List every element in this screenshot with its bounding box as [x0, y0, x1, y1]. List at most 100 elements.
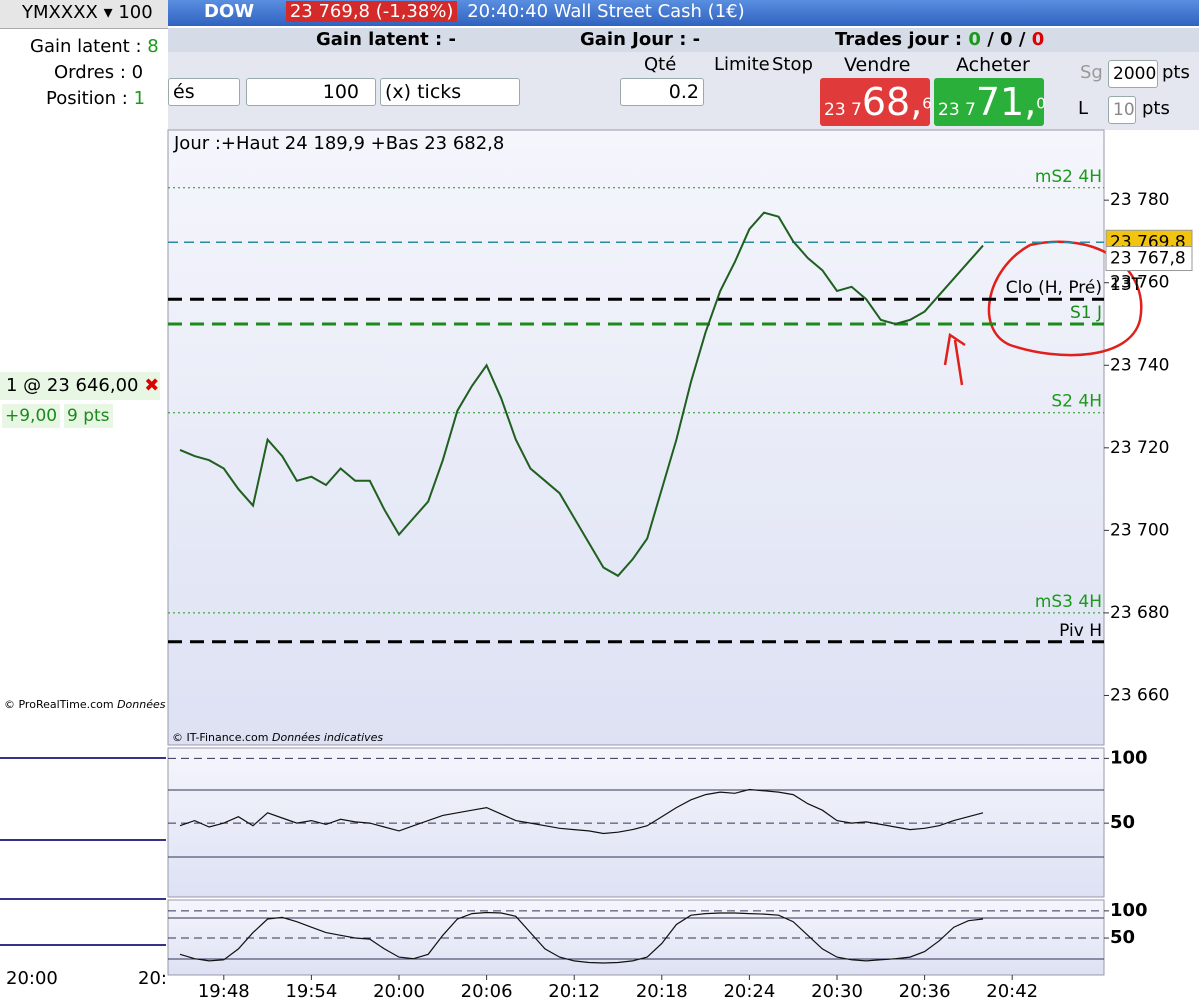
series-line — [179, 788, 984, 835]
sell-big: 68, — [861, 80, 923, 124]
left-top: YMXXXX ▾ 100 — [0, 0, 168, 29]
time2: 20: — [138, 968, 167, 989]
rsi-panel — [167, 747, 1105, 898]
price-tag-label: 23 769,8 — [1110, 232, 1186, 252]
level-label: S2 4H — [1051, 392, 1102, 412]
price-tag-label: 23 767,8 — [1110, 249, 1186, 269]
x-tick-label: 20:18 — [636, 981, 688, 1002]
qty-field[interactable]: 100 — [246, 78, 376, 106]
left-panel: Gain latent : 8 Ordres : 0 Position : 1 — [0, 30, 166, 114]
x-tick-label: 20:12 — [548, 981, 600, 1002]
quote: 23 769,8 (-1,38%) — [285, 1, 458, 22]
y-tick-label: 50 — [1110, 812, 1135, 833]
level-label: Piv H — [1059, 621, 1102, 641]
x-tick-label: 19:48 — [198, 981, 250, 1002]
position-value: 1 — [133, 88, 146, 109]
left-chart: 1 @ 23 646,00 ✖ +9,00 9 pts © ProRealTim… — [0, 360, 167, 1000]
copyright-note: Données — [117, 698, 166, 711]
series-line — [179, 911, 984, 964]
gain-latent: Gain latent : - — [316, 29, 456, 50]
price-tag — [1105, 246, 1193, 272]
trades-win: 0 — [968, 29, 981, 50]
stop[interactable]: Stop — [772, 54, 813, 75]
y-tick-label: 50 — [1110, 927, 1135, 948]
qty: 100 — [118, 2, 153, 23]
x-tick-label: 20:42 — [986, 981, 1038, 1002]
gain-jour: Gain Jour : - — [580, 29, 701, 50]
sell-prefix: 23 7 — [824, 100, 862, 120]
y-tick-label: 23 660 — [1110, 685, 1169, 705]
l-label: L — [1078, 98, 1089, 119]
x-tick-label: 20:00 — [373, 981, 425, 1002]
pnl: +9,00 — [2, 404, 61, 428]
stoch-panel — [167, 899, 1105, 976]
unit-field[interactable]: (x) ticks — [380, 78, 520, 106]
qte[interactable]: 0.2 — [620, 78, 704, 106]
annotation: 13T — [1110, 275, 1143, 295]
sep: / — [987, 29, 994, 50]
x-tick-label: 20:30 — [811, 981, 863, 1002]
copyright: © ProRealTime.com — [4, 698, 114, 711]
buy-prefix: 23 7 — [938, 100, 976, 120]
y-tick-label: 23 720 — [1110, 438, 1169, 458]
trades-flat: 0 — [1000, 29, 1013, 50]
x-tick-label: 19:54 — [285, 981, 337, 1002]
buy-button[interactable]: 23 771,0 — [934, 78, 1046, 126]
sg-unit: pts — [1162, 62, 1190, 83]
y-tick-label: 100 — [1110, 900, 1148, 921]
level-label: mS3 4H — [1035, 592, 1102, 612]
x-tick-label: 20:06 — [461, 981, 513, 1002]
source-name: © IT-Finance.com — [172, 731, 269, 744]
trades: Trades jour : 0 / 0 / 0 — [835, 28, 1044, 52]
time1: 20:00 — [6, 968, 58, 989]
y-tick-label: 23 780 — [1110, 190, 1169, 210]
limit[interactable]: Limite — [714, 54, 770, 75]
series-line — [179, 211, 984, 578]
order-line: 1 @ 23 646,00 — [6, 375, 139, 396]
buy-big: 71, — [975, 80, 1037, 124]
instrument[interactable]: DOW — [204, 1, 255, 22]
y-tick-label: 100 — [1110, 747, 1148, 768]
trades-label: Trades jour : — [835, 29, 963, 50]
pts: 9 pts — [64, 404, 113, 428]
level-label: Clo (H, Pré) — [1006, 278, 1102, 298]
y-tick-label: 23 740 — [1110, 355, 1169, 375]
l-value[interactable]: 10 — [1108, 96, 1136, 124]
gain-value: 8 — [147, 36, 159, 57]
chart-title: Jour :+Haut 24 189,9 +Bas 23 682,8 — [173, 133, 504, 154]
y-tick-label: 23 700 — [1110, 520, 1169, 540]
position-label: Position : — [46, 88, 128, 109]
source-note: Données indicatives — [272, 731, 383, 744]
price-tag — [1105, 229, 1193, 255]
price-panel — [167, 129, 1105, 746]
gain-label: Gain latent : — [30, 36, 142, 57]
time-name: 20:40:40 Wall Street Cash (1€) — [467, 1, 745, 22]
sg-label: Sg — [1080, 62, 1103, 83]
sep: / — [1018, 29, 1026, 50]
source: © IT-Finance.com Données indicatives — [172, 731, 383, 744]
type-field[interactable]: és — [168, 78, 240, 106]
trades-loss: 0 — [1031, 29, 1045, 50]
summary-bar: Gain latent : - Gain Jour : - Trades jou… — [168, 28, 1199, 52]
x-tick-label: 20:24 — [723, 981, 775, 1002]
qte-label: Qté — [644, 54, 677, 75]
y-tick-label: 23 680 — [1110, 603, 1169, 623]
sell-small: 6 — [922, 94, 932, 113]
hand-mark — [943, 332, 966, 386]
orders: Ordres : 0 — [54, 62, 144, 83]
buy-small: 0 — [1036, 94, 1046, 113]
sell-label: Vendre — [844, 54, 911, 76]
title-bar: DOW 23 769,8 (-1,38%) 20:40:40 Wall Stre… — [168, 0, 1199, 26]
symbol[interactable]: YMXXXX — [22, 2, 98, 23]
hand-circle — [987, 240, 1143, 357]
sell-button[interactable]: 23 768,6 — [820, 78, 932, 126]
sg-value[interactable]: 2000 — [1108, 60, 1158, 88]
level-label: mS2 4H — [1035, 167, 1102, 187]
x-tick-label: 20:36 — [899, 981, 951, 1002]
level-label: S1 J — [1070, 303, 1102, 323]
order-bar: és 100 (x) ticks Qté 0.2 Limite Stop Ven… — [168, 52, 1199, 130]
y-tick-label: 23 760 — [1110, 273, 1169, 293]
l-unit: pts — [1142, 98, 1170, 119]
